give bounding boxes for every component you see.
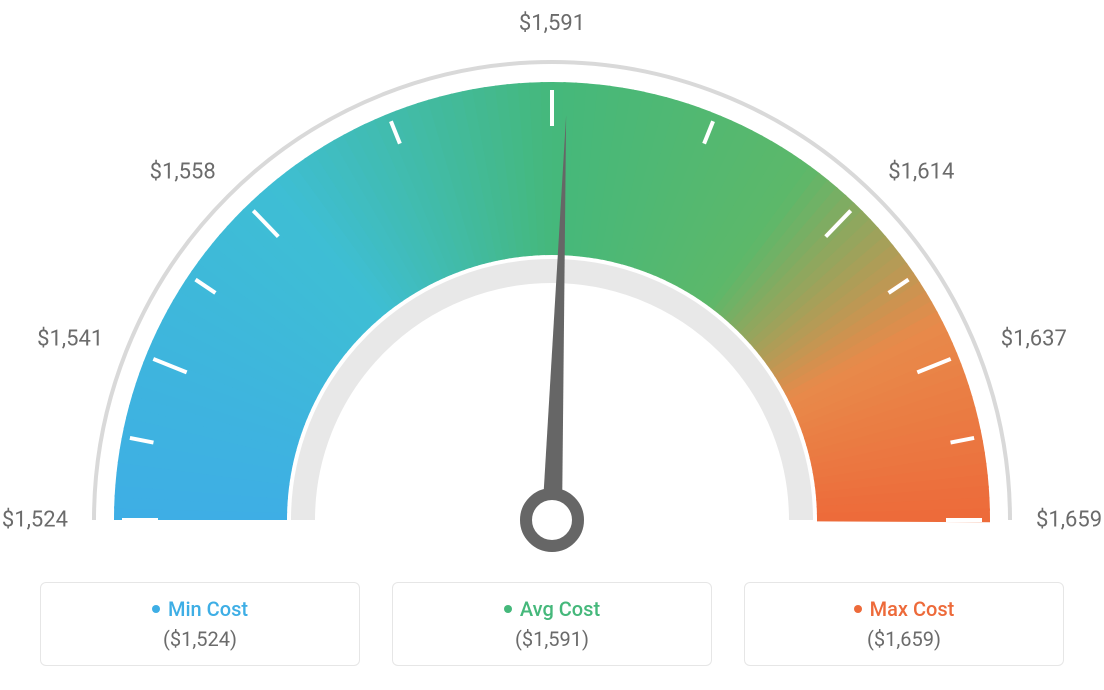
legend-row: Min Cost ($1,524) Avg Cost ($1,591) Max …: [0, 582, 1104, 666]
legend-max-value: ($1,659): [745, 627, 1063, 651]
tick-label: $1,659: [1036, 508, 1102, 533]
tick-label: $1,541: [37, 326, 103, 351]
tick-label: $1,637: [1001, 326, 1067, 351]
needle-hub: [526, 494, 578, 546]
legend-min-label: Min Cost: [152, 597, 248, 621]
legend-card-avg: Avg Cost ($1,591): [392, 582, 712, 666]
tick-label: $1,558: [150, 159, 216, 184]
tick-label: $1,591: [519, 11, 585, 36]
legend-avg-value: ($1,591): [393, 627, 711, 651]
legend-avg-label: Avg Cost: [504, 597, 600, 621]
gauge-chart-container: $1,524 $1,541 $1,558 $1,591 $1,614 $1,637 $1,6…: [0, 0, 1104, 690]
tick-label: $1,614: [888, 159, 954, 184]
legend-card-max: Max Cost ($1,659): [744, 582, 1064, 666]
gauge-area: $1,524 $1,541 $1,558 $1,591 $1,614 $1,637 $1,6…: [0, 0, 1104, 570]
legend-card-min: Min Cost ($1,524): [40, 582, 360, 666]
legend-min-value: ($1,524): [41, 627, 359, 651]
tick-label: $1,524: [2, 508, 68, 533]
legend-max-label: Max Cost: [854, 597, 955, 621]
